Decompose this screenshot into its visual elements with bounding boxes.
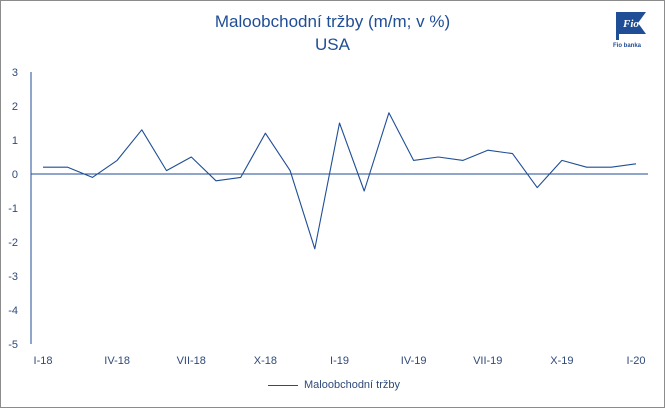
x-tick-label: I-18 (34, 355, 53, 367)
data-point (239, 176, 241, 178)
y-tick-label: 3 (12, 67, 18, 79)
data-point (388, 112, 390, 114)
x-tick-label: VII-18 (177, 355, 206, 367)
data-point (487, 149, 489, 151)
data-point (462, 159, 464, 161)
data-point (585, 166, 587, 168)
data-point (190, 156, 192, 158)
data-point (363, 190, 365, 192)
y-tick-label: -5 (8, 339, 18, 351)
data-point (561, 159, 563, 161)
series-line-maloobchodni-trzby (43, 112, 637, 250)
y-tick-label: -3 (8, 271, 18, 283)
x-tick-label: IV-18 (104, 355, 130, 367)
data-point (536, 186, 538, 188)
data-point (314, 248, 316, 250)
chart-legend: Maloobchodní tržby (268, 378, 400, 392)
data-point (635, 163, 637, 165)
legend-label: Maloobchodní tržby (304, 379, 400, 391)
data-point (412, 159, 414, 161)
fio-banka-logo: Fio Fio banka (613, 12, 646, 49)
svg-text:Fio: Fio (622, 18, 639, 30)
y-tick-label: 2 (12, 101, 18, 113)
data-point (338, 122, 340, 124)
data-point (215, 180, 217, 182)
y-tick-label: 1 (12, 135, 18, 147)
y-tick-label: -1 (8, 203, 18, 215)
data-point (610, 166, 612, 168)
legend-line-swatch (268, 384, 298, 386)
svg-text:Fio banka: Fio banka (613, 43, 642, 49)
y-tick-label: 0 (12, 169, 18, 181)
x-tick-label: I-19 (330, 355, 349, 367)
x-tick-label: VII-19 (473, 355, 502, 367)
data-point (437, 156, 439, 158)
data-point (165, 169, 167, 171)
data-point (289, 169, 291, 171)
x-tick-label: IV-19 (401, 355, 427, 367)
data-point (264, 132, 266, 134)
y-tick-label: -4 (8, 305, 18, 317)
data-point (511, 152, 513, 154)
x-tick-label: I-20 (627, 355, 646, 367)
x-tick-label: X-19 (550, 355, 573, 367)
data-point (67, 166, 69, 168)
y-tick-label: -2 (8, 237, 18, 249)
chart-title: Maloobchodní tržby (m/m; v %) (214, 12, 451, 31)
x-tick-label: X-18 (254, 355, 277, 367)
data-point (116, 159, 118, 161)
chart-subtitle: USA (315, 35, 350, 54)
data-point (141, 129, 143, 131)
data-point (91, 176, 93, 178)
data-point (42, 166, 44, 168)
